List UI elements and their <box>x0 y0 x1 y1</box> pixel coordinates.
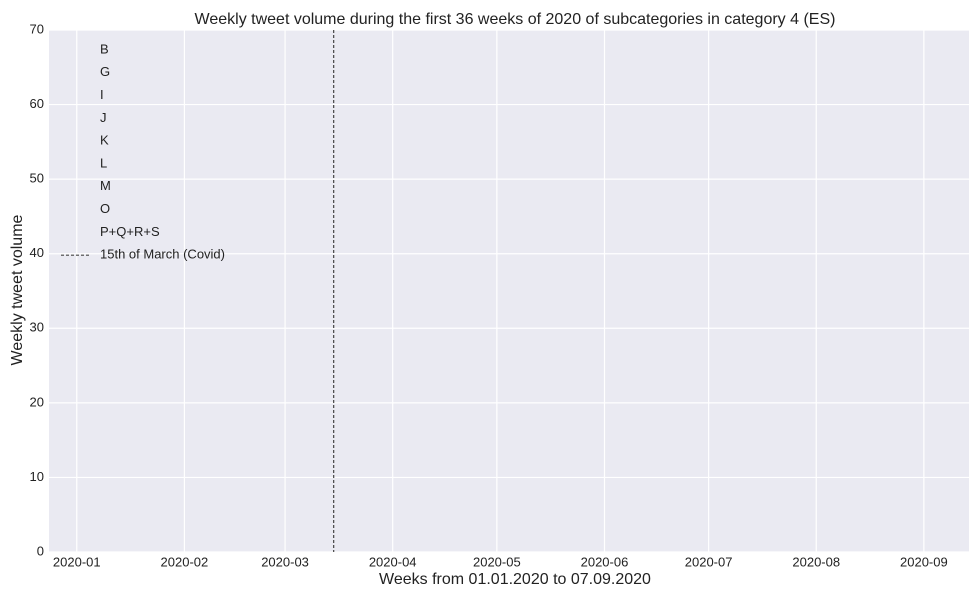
y-tick-label: 40 <box>30 245 44 260</box>
y-tick-label: 20 <box>30 394 44 409</box>
x-tick-label: 2020-07 <box>685 554 733 569</box>
x-tick-label: 2020-03 <box>261 554 309 569</box>
x-tick-label: 2020-08 <box>792 554 840 569</box>
y-axis-label: Weekly tweet volume <box>9 214 26 365</box>
y-tick-label: 50 <box>30 171 44 186</box>
legend-label: O <box>100 201 110 216</box>
legend-label: J <box>100 110 107 125</box>
y-tick-label: 10 <box>30 469 44 484</box>
legend-label: M <box>100 178 111 193</box>
y-tick-label: 30 <box>30 320 44 335</box>
x-tick-label: 2020-06 <box>581 554 629 569</box>
legend-label: B <box>100 41 109 56</box>
x-tick-label: 2020-09 <box>900 554 948 569</box>
y-tick-label: 70 <box>30 21 44 36</box>
legend-label: 15th of March (Covid) <box>100 247 225 262</box>
legend-label: P+Q+R+S <box>100 224 160 239</box>
plot-area <box>49 30 969 552</box>
y-tick-label: 60 <box>30 96 44 111</box>
x-axis-label: Weeks from 01.01.2020 to 07.09.2020 <box>379 571 651 588</box>
legend-label: K <box>100 133 109 148</box>
chart-title: Weekly tweet volume during the first 36 … <box>195 11 836 28</box>
legend-label: I <box>100 87 104 102</box>
x-tick-label: 2020-05 <box>473 554 521 569</box>
x-tick-label: 2020-01 <box>53 554 101 569</box>
legend-label: G <box>100 64 110 79</box>
legend-label: L <box>100 155 107 170</box>
x-tick-label: 2020-04 <box>369 554 417 569</box>
x-tick-label: 2020-02 <box>161 554 209 569</box>
y-tick-label: 0 <box>37 543 44 558</box>
